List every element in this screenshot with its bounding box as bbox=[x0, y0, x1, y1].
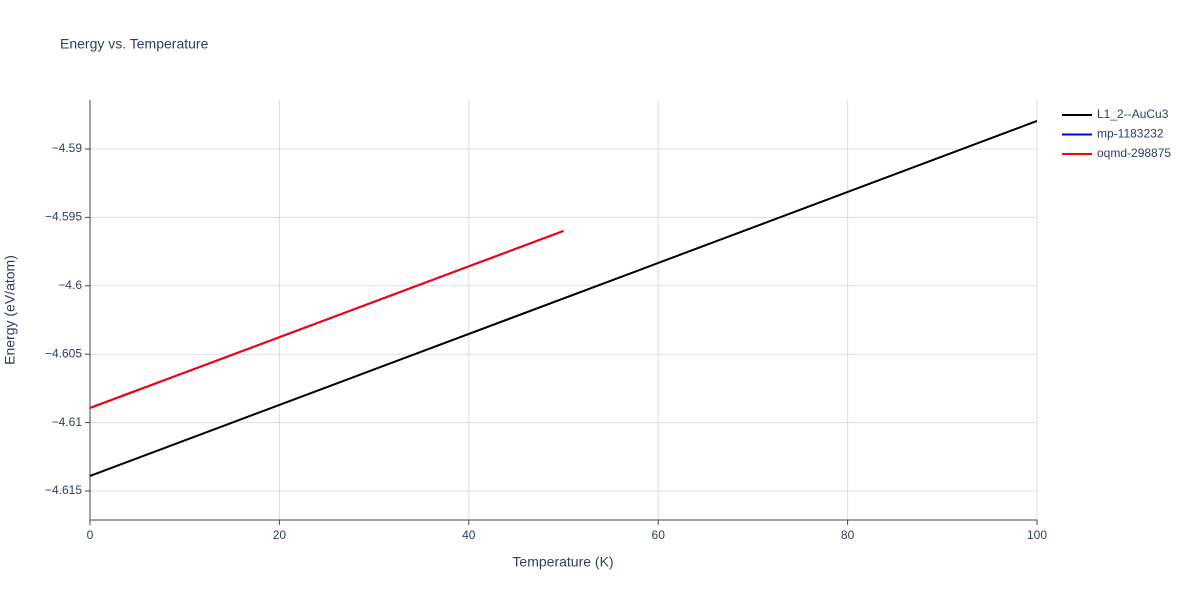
y-tick-label: −4.6 bbox=[58, 278, 82, 292]
chart-title: Energy vs. Temperature bbox=[60, 36, 209, 52]
y-tick-label: −4.59 bbox=[52, 141, 83, 155]
legend-label: mp-1183232 bbox=[1097, 127, 1164, 141]
x-tick-label: 100 bbox=[1027, 528, 1047, 542]
x-tick-label: 0 bbox=[87, 528, 94, 542]
legend-label: L1_2--AuCu3 bbox=[1097, 107, 1169, 121]
y-tick-label: −4.605 bbox=[45, 346, 82, 360]
series-line bbox=[89, 119, 1038, 477]
y-tick-label: −4.595 bbox=[45, 210, 82, 224]
x-tick-label: 20 bbox=[273, 528, 287, 542]
x-tick-label: 40 bbox=[462, 528, 476, 542]
y-tick-label: −4.615 bbox=[45, 483, 82, 497]
x-tick-label: 80 bbox=[841, 528, 855, 542]
y-axis-label: Energy (eV/atom) bbox=[2, 255, 18, 365]
x-axis-label: Temperature (K) bbox=[512, 554, 613, 570]
x-tick-label: 60 bbox=[652, 528, 666, 542]
series-line bbox=[89, 229, 564, 409]
y-tick-label: −4.61 bbox=[52, 415, 83, 429]
legend-label: oqmd-298875 bbox=[1097, 146, 1171, 160]
